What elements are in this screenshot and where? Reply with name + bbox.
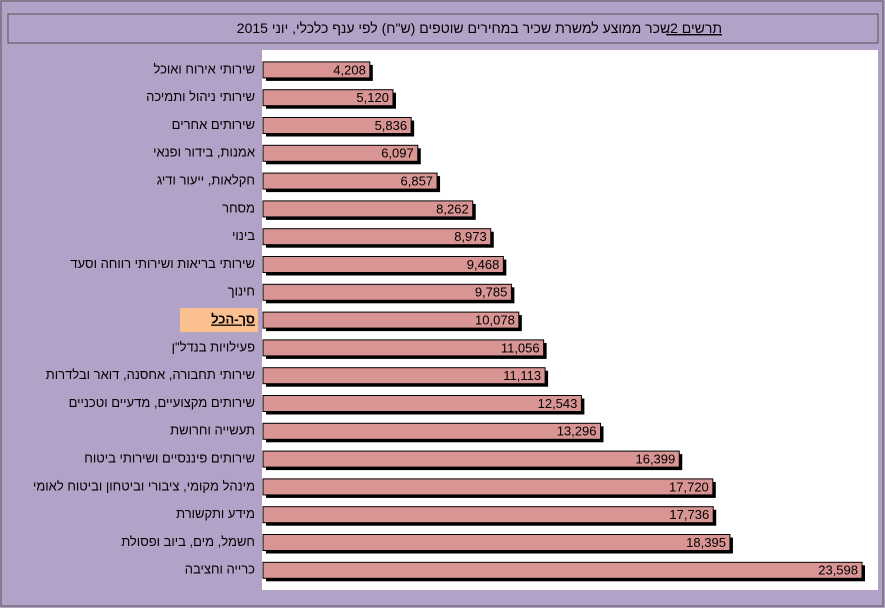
value-label: 5,836 bbox=[375, 118, 408, 133]
value-label: 16,399 bbox=[635, 452, 675, 467]
value-label: 13,296 bbox=[557, 424, 597, 439]
category-label: שירותי תחבורה, אחסנה, דואר ובלדרות bbox=[46, 367, 255, 382]
value-label: 5,120 bbox=[356, 90, 389, 105]
highlight bbox=[180, 308, 258, 333]
category-label: שירותים אחרים bbox=[172, 117, 255, 132]
category-label: חינוך bbox=[228, 284, 255, 299]
bar bbox=[262, 561, 863, 579]
value-label: 4,208 bbox=[333, 62, 366, 77]
value-label: 8,973 bbox=[454, 229, 487, 244]
bar bbox=[262, 117, 412, 134]
category-label: בינוי bbox=[232, 228, 255, 243]
category-label: שירותי ניהול ותמיכה bbox=[146, 89, 255, 104]
category-label: שירותים פיננסיים ושירותי ביטוח bbox=[84, 451, 255, 466]
value-label: 11,056 bbox=[501, 340, 540, 355]
category-label: חשמל, מים, ביוב ופסולת bbox=[121, 534, 255, 549]
value-label: 12,543 bbox=[538, 396, 578, 411]
bar bbox=[262, 339, 545, 357]
bar bbox=[262, 534, 731, 551]
bar bbox=[262, 450, 680, 468]
bar bbox=[262, 172, 438, 190]
category-label: שירותי אירוח ואוכל bbox=[153, 61, 255, 76]
category-label: מידע ותקשורת bbox=[176, 506, 255, 521]
category-label: אמנות, בידור ופנאי bbox=[153, 145, 255, 160]
bar bbox=[262, 144, 419, 162]
category-label: שירותים מקצועיים, מדעיים וטכניים bbox=[69, 395, 255, 410]
value-label: 6,857 bbox=[401, 174, 434, 189]
bar bbox=[262, 395, 582, 412]
bar bbox=[262, 256, 504, 273]
bar bbox=[262, 61, 371, 79]
value-label: 10,078 bbox=[475, 313, 515, 328]
value-label: 17,736 bbox=[669, 507, 709, 522]
value-label: 11,113 bbox=[503, 368, 541, 383]
chart-title: תרשים 2.שכר ממוצע למשרת שכיר במחירים שוט… bbox=[237, 20, 722, 36]
category-label: חקלאות, ייעור ודיג bbox=[157, 173, 255, 188]
category-label: מסחר bbox=[222, 200, 255, 215]
category-label: תעשייה וחרושת bbox=[170, 423, 255, 438]
category-label: כרייה וחציבה bbox=[185, 562, 255, 577]
title-box bbox=[7, 13, 879, 44]
value-label: 9,468 bbox=[467, 257, 500, 272]
bar bbox=[262, 283, 512, 301]
bar bbox=[262, 367, 546, 385]
bar bbox=[262, 506, 714, 524]
title-text: שכר ממוצע למשרת שכיר במחירים שוטפים (ש"ח… bbox=[237, 20, 670, 36]
value-label: 23,598 bbox=[818, 563, 858, 578]
category-label: סך-הכל bbox=[211, 312, 255, 327]
value-label: 8,262 bbox=[436, 201, 469, 216]
title-prefix: תרשים 2. bbox=[666, 20, 722, 36]
value-label: 17,720 bbox=[669, 479, 709, 494]
bar bbox=[262, 422, 601, 440]
bar bbox=[262, 200, 474, 218]
value-label: 6,097 bbox=[381, 146, 414, 161]
bar bbox=[262, 228, 492, 246]
category-label: פעילויות בנדל"ן bbox=[172, 339, 255, 354]
category-label: מינהל מקומי, ציבורי וביטחון וביטוח לאומי bbox=[33, 478, 255, 493]
bar bbox=[262, 478, 714, 496]
value-label: 18,395 bbox=[686, 535, 726, 550]
value-label: 9,785 bbox=[475, 285, 508, 300]
category-label: שירותי בריאות ושירותי רווחה וסעד bbox=[70, 256, 255, 271]
bar bbox=[262, 89, 394, 107]
bar bbox=[262, 311, 520, 329]
